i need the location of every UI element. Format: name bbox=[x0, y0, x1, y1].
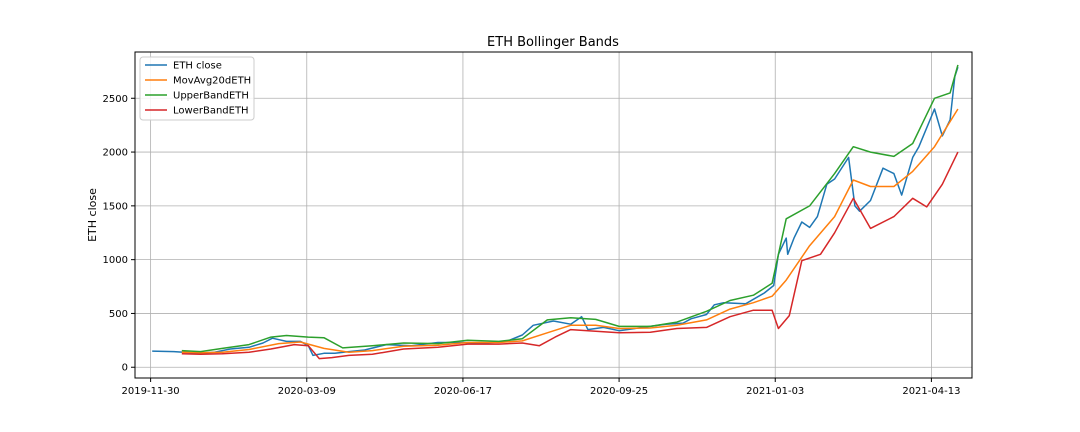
legend-box bbox=[139, 56, 255, 121]
series-line-upperbandeth bbox=[181, 64, 959, 353]
y-tick-label: 1000 bbox=[103, 255, 128, 266]
y-tick-label: 2500 bbox=[103, 94, 128, 105]
x-tick-label: 2020-06-17 bbox=[434, 386, 492, 397]
grid bbox=[135, 52, 972, 378]
legend-entry: MovAvg20dETH bbox=[173, 76, 251, 87]
x-tick-label: 2019-11-30 bbox=[122, 386, 180, 397]
axis-ticks: 2019-11-30 2020-03-09 2020-06-17 2020-09-25… bbox=[103, 94, 961, 397]
legend: ETH close MovAvg20dETH UpperBandETH LowerBa… bbox=[139, 56, 255, 121]
x-tick-label: 2020-03-09 bbox=[278, 386, 336, 397]
series-line-lowerbandeth bbox=[181, 151, 959, 360]
plot-frame bbox=[134, 51, 973, 379]
x-tick-label: 2020-09-25 bbox=[590, 386, 648, 397]
chart-title: ETH Bollinger Bands bbox=[487, 35, 619, 50]
y-axis-label: ETH close bbox=[86, 188, 99, 242]
y-tick-label: 0 bbox=[122, 363, 128, 374]
y-tick-label: 1500 bbox=[103, 201, 128, 212]
legend-entry: LowerBandETH bbox=[173, 106, 249, 117]
series-lines bbox=[152, 64, 959, 360]
legend-entry: ETH close bbox=[173, 61, 222, 72]
legend-entry: UpperBandETH bbox=[173, 91, 249, 102]
series-line-movavg20deth bbox=[181, 108, 959, 354]
x-tick-label: 2021-01-03 bbox=[746, 386, 804, 397]
y-tick-label: 500 bbox=[109, 309, 128, 320]
y-tick-label: 2000 bbox=[103, 148, 128, 159]
x-tick-label: 2021-04-13 bbox=[902, 386, 960, 397]
